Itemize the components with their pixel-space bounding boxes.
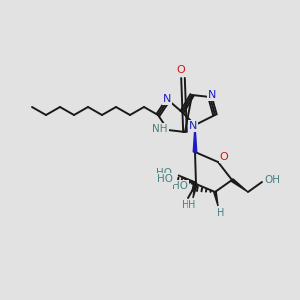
Polygon shape bbox=[193, 125, 197, 152]
Text: HO: HO bbox=[156, 168, 172, 178]
Polygon shape bbox=[214, 192, 218, 206]
Text: O: O bbox=[220, 152, 228, 162]
Text: H: H bbox=[182, 200, 190, 210]
Text: OH: OH bbox=[264, 175, 280, 185]
Text: N: N bbox=[189, 121, 197, 131]
Text: H: H bbox=[217, 208, 225, 218]
Polygon shape bbox=[178, 175, 197, 185]
Text: HO: HO bbox=[157, 174, 173, 184]
Polygon shape bbox=[193, 184, 197, 198]
Text: O: O bbox=[177, 65, 185, 75]
Text: H: H bbox=[188, 200, 196, 210]
Text: N: N bbox=[163, 94, 171, 104]
Polygon shape bbox=[231, 179, 248, 192]
Text: N: N bbox=[208, 90, 216, 100]
Text: HO: HO bbox=[172, 181, 188, 191]
Text: NH: NH bbox=[152, 124, 168, 134]
